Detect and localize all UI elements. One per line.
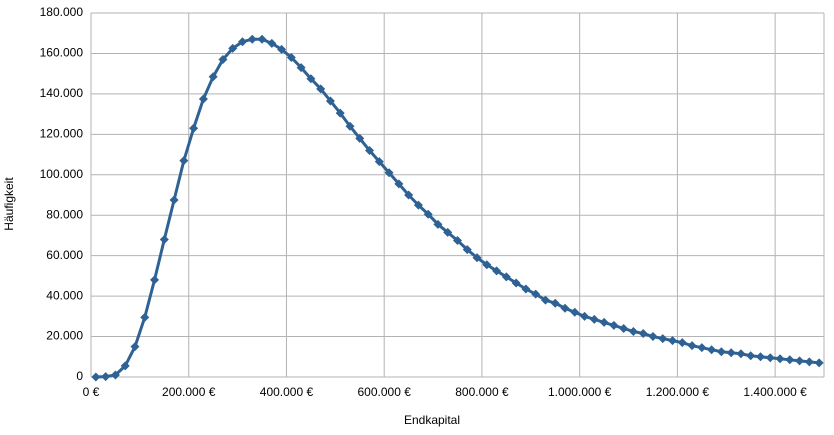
x-axis-label: Endkapital xyxy=(404,413,460,427)
data-point xyxy=(374,157,384,167)
y-axis-label: Häufigkeit xyxy=(2,177,16,231)
data-point xyxy=(716,347,726,357)
data-point xyxy=(492,266,502,276)
x-tick-label: 400.000 € xyxy=(260,385,314,399)
data-point xyxy=(755,352,765,362)
data-point xyxy=(795,356,805,366)
data-point xyxy=(110,370,120,380)
data-point xyxy=(218,55,228,65)
data-point xyxy=(570,307,580,317)
y-tick-label: 120.000 xyxy=(40,127,84,141)
y-tick-label: 20.000 xyxy=(46,329,83,343)
data-point xyxy=(462,245,472,255)
data-point xyxy=(228,43,238,53)
data-point xyxy=(540,295,550,305)
data-point xyxy=(120,361,130,371)
data-point xyxy=(423,209,433,219)
data-point xyxy=(697,343,707,353)
data-point xyxy=(306,74,316,84)
data-point xyxy=(384,168,394,178)
data-point xyxy=(531,289,541,299)
data-line xyxy=(95,37,820,379)
data-point xyxy=(804,357,814,367)
x-tick-label: 800.000 € xyxy=(455,385,509,399)
x-tick-label: 1.000.000 € xyxy=(548,385,612,399)
data-point xyxy=(677,338,687,348)
x-tick-label: 600.000 € xyxy=(358,385,412,399)
data-point xyxy=(638,329,648,339)
data-point xyxy=(482,260,492,270)
data-point xyxy=(345,121,355,131)
y-tick-label: 180.000 xyxy=(40,5,84,19)
data-point xyxy=(775,354,785,364)
data-point xyxy=(150,275,160,285)
data-point xyxy=(198,94,208,104)
data-point xyxy=(189,123,199,133)
data-point xyxy=(335,108,345,118)
data-point xyxy=(208,72,218,82)
data-point xyxy=(101,372,111,382)
data-point xyxy=(687,341,697,351)
x-tick-label: 1.200.000 € xyxy=(646,385,710,399)
data-point xyxy=(394,179,404,189)
data-point xyxy=(580,311,590,321)
data-point xyxy=(707,345,717,355)
data-point xyxy=(628,327,638,336)
data-point xyxy=(169,195,179,205)
data-point xyxy=(355,133,365,143)
data-point xyxy=(140,312,150,322)
data-point xyxy=(609,320,619,330)
data-point xyxy=(511,278,521,288)
data-point xyxy=(91,372,101,382)
data-point xyxy=(589,314,599,324)
data-point xyxy=(365,146,375,156)
data-point xyxy=(765,353,775,363)
data-point xyxy=(726,348,736,358)
data-point xyxy=(560,303,570,313)
y-tick-label: 160.000 xyxy=(40,46,84,60)
data-point xyxy=(472,253,482,263)
data-point xyxy=(501,272,511,282)
data-point xyxy=(286,52,296,62)
y-tick-label: 60.000 xyxy=(46,248,83,262)
data-point xyxy=(599,317,609,327)
data-point xyxy=(179,156,189,166)
y-tick-label: 100.000 xyxy=(40,167,84,181)
y-tick-label: 0 xyxy=(76,369,83,383)
data-point xyxy=(668,336,678,346)
y-tick-label: 80.000 xyxy=(46,207,83,221)
data-point xyxy=(267,38,277,48)
x-tick-label: 200.000 € xyxy=(162,385,216,399)
data-point xyxy=(521,284,531,294)
data-point xyxy=(257,34,267,44)
data-point xyxy=(130,342,140,352)
y-tick-label: 140.000 xyxy=(40,86,84,100)
data-point xyxy=(785,355,795,365)
data-point xyxy=(296,63,306,73)
data-point xyxy=(325,96,335,106)
data-point xyxy=(453,236,462,245)
data-point xyxy=(648,332,658,342)
data-point xyxy=(619,323,629,333)
data-point xyxy=(277,44,287,54)
data-point xyxy=(316,84,326,94)
data-point xyxy=(413,200,423,210)
x-tick-label: 0 € xyxy=(83,385,100,399)
data-point xyxy=(433,219,443,229)
x-tick-label: 1.400.000 € xyxy=(743,385,807,399)
data-point xyxy=(736,349,746,359)
data-point xyxy=(814,358,824,368)
data-point xyxy=(658,334,668,344)
y-tick-label: 40.000 xyxy=(46,288,83,302)
data-point xyxy=(404,190,414,200)
data-point xyxy=(746,351,756,361)
data-point xyxy=(159,234,169,244)
data-point xyxy=(247,34,257,44)
data-point xyxy=(237,37,247,47)
data-point xyxy=(550,298,560,308)
data-point xyxy=(443,227,453,237)
